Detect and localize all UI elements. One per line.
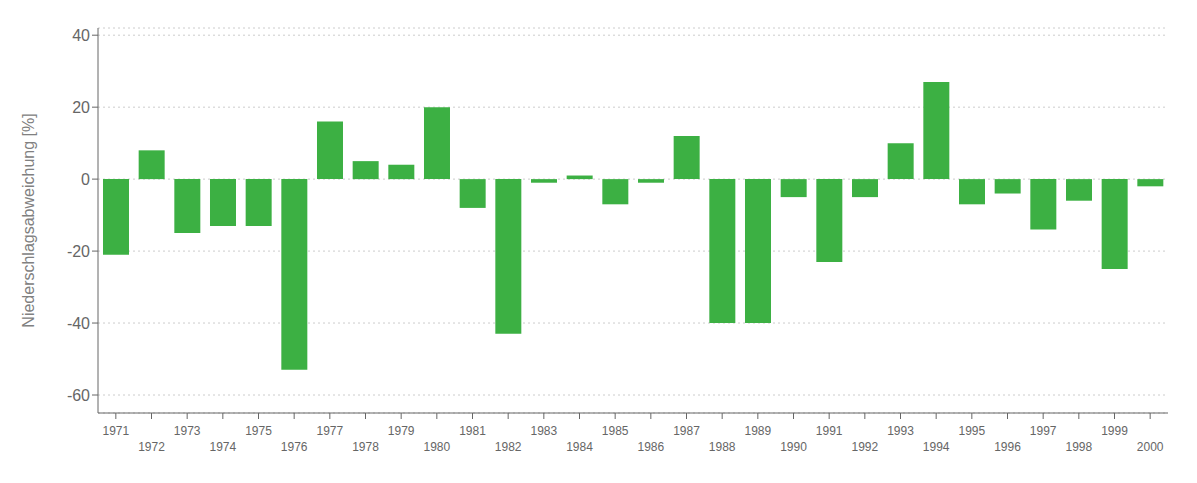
svg-text:1995: 1995 — [958, 424, 985, 438]
svg-text:1984: 1984 — [566, 440, 593, 454]
svg-text:1998: 1998 — [1065, 440, 1092, 454]
svg-text:20: 20 — [72, 99, 90, 116]
svg-text:1997: 1997 — [1030, 424, 1057, 438]
svg-text:1978: 1978 — [352, 440, 379, 454]
svg-text:1983: 1983 — [530, 424, 557, 438]
svg-text:1977: 1977 — [316, 424, 343, 438]
svg-text:1976: 1976 — [281, 440, 308, 454]
svg-text:2000: 2000 — [1137, 440, 1164, 454]
svg-text:1979: 1979 — [388, 424, 415, 438]
svg-text:0: 0 — [81, 171, 90, 188]
svg-text:1981: 1981 — [459, 424, 486, 438]
svg-text:1980: 1980 — [423, 440, 450, 454]
svg-text:-40: -40 — [67, 315, 90, 332]
svg-text:1990: 1990 — [780, 440, 807, 454]
svg-text:1994: 1994 — [923, 440, 950, 454]
svg-text:1987: 1987 — [673, 424, 700, 438]
svg-text:1972: 1972 — [138, 440, 165, 454]
svg-text:1986: 1986 — [637, 440, 664, 454]
svg-text:1973: 1973 — [174, 424, 201, 438]
svg-text:1982: 1982 — [495, 440, 522, 454]
svg-text:1999: 1999 — [1101, 424, 1128, 438]
svg-text:-60: -60 — [67, 387, 90, 404]
svg-text:1993: 1993 — [887, 424, 914, 438]
svg-text:1991: 1991 — [816, 424, 843, 438]
svg-text:1996: 1996 — [994, 440, 1021, 454]
svg-text:1988: 1988 — [709, 440, 736, 454]
svg-text:1971: 1971 — [102, 424, 129, 438]
svg-text:1975: 1975 — [245, 424, 272, 438]
svg-text:-20: -20 — [67, 243, 90, 260]
svg-text:1989: 1989 — [744, 424, 771, 438]
svg-text:1974: 1974 — [209, 440, 236, 454]
svg-text:Niederschlagsabweichung [%]: Niederschlagsabweichung [%] — [20, 113, 37, 327]
svg-text:1985: 1985 — [602, 424, 629, 438]
svg-text:40: 40 — [72, 27, 90, 44]
svg-text:1992: 1992 — [851, 440, 878, 454]
